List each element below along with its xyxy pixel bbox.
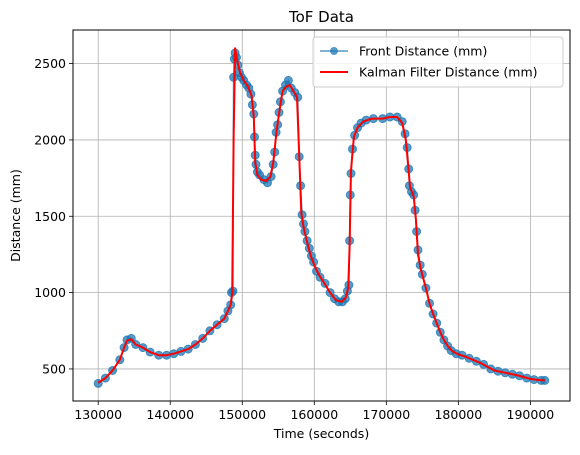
x-tick-label: 190000 (507, 407, 555, 422)
x-tick-label: 150000 (218, 407, 266, 422)
chart-title: ToF Data (288, 8, 354, 26)
y-tick-label: 2000 (34, 132, 66, 147)
y-tick-label: 1000 (34, 285, 66, 300)
y-tick-label: 1500 (34, 209, 66, 224)
kalman-filter-line (97, 47, 545, 384)
legend-front-marker (330, 47, 338, 55)
x-tick-label: 130000 (74, 407, 122, 422)
y-axis-title: Distance (mm) (8, 169, 23, 262)
plot-frame (72, 29, 571, 402)
x-tick-label: 160000 (290, 407, 338, 422)
x-axis-title: Time (seconds) (273, 426, 369, 441)
legend-front-label: Front Distance (mm) (359, 44, 487, 59)
y-tick-label: 2500 (34, 56, 66, 71)
grid (73, 30, 570, 401)
series-layer (93, 47, 550, 388)
y-tick-label: 500 (42, 361, 66, 376)
x-tick-label: 170000 (362, 407, 410, 422)
legend-box (312, 36, 564, 88)
ticks: 130000 140000 150000 160000 170000 180000 1900… (34, 56, 554, 422)
x-tick-label: 140000 (146, 407, 194, 422)
x-tick-label: 180000 (434, 407, 482, 422)
legend: Front Distance (mm) Kalman Filter Distan… (312, 36, 564, 88)
front-distance-point (283, 75, 293, 85)
legend-kalman-label: Kalman Filter Distance (mm) (359, 65, 538, 80)
